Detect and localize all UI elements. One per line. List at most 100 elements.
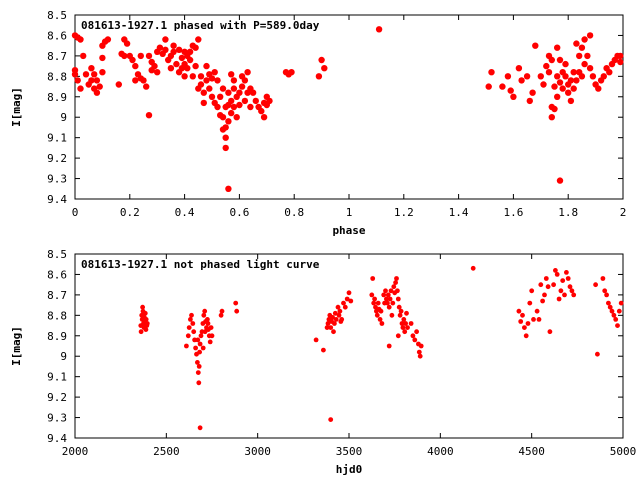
unphased-point-123 bbox=[418, 343, 424, 349]
unphased-point-136 bbox=[534, 308, 540, 314]
unphased-point-167 bbox=[616, 308, 622, 314]
unphased-point-127 bbox=[516, 308, 522, 314]
unphased-point-46 bbox=[200, 345, 206, 351]
unphased-point-155 bbox=[571, 292, 577, 298]
unphased-plot-frame bbox=[74, 253, 624, 439]
unphased-point-10 bbox=[142, 310, 148, 316]
unphased-point-79 bbox=[371, 300, 377, 306]
phased-point-135 bbox=[507, 87, 514, 94]
phased-point-161 bbox=[562, 60, 569, 68]
unphased-point-125 bbox=[395, 333, 401, 339]
unphased-point-96 bbox=[387, 296, 393, 302]
unphased-point-84 bbox=[375, 300, 381, 306]
phased-point-113 bbox=[266, 97, 273, 105]
unphased-point-18 bbox=[188, 317, 193, 322]
phased-point-142 bbox=[532, 42, 539, 49]
unphased-tick-marks bbox=[74, 253, 624, 439]
phased-point-175 bbox=[581, 60, 588, 68]
phased-point-34 bbox=[145, 52, 153, 60]
phased-point-35 bbox=[145, 112, 153, 119]
phased-point-65 bbox=[154, 48, 161, 55]
phased-point-143 bbox=[537, 73, 544, 80]
phased-point-56 bbox=[195, 36, 202, 43]
phased-point-32 bbox=[140, 77, 147, 84]
unphased-point-164 bbox=[611, 312, 617, 318]
phased-point-91 bbox=[230, 85, 238, 92]
phased-point-55 bbox=[192, 44, 199, 51]
phased-point-152 bbox=[551, 105, 558, 113]
unphased-xtick-label-5: 4500 bbox=[518, 445, 545, 458]
unphased-point-49 bbox=[218, 312, 224, 318]
unphased-point-163 bbox=[609, 308, 615, 314]
phased-point-85 bbox=[222, 134, 229, 141]
unphased-point-71 bbox=[341, 300, 346, 306]
unphased-data-points bbox=[138, 265, 624, 431]
unphased-point-104 bbox=[395, 288, 400, 294]
unphased-point-41 bbox=[207, 339, 213, 345]
phased-point-132 bbox=[488, 69, 495, 76]
unphased-point-135 bbox=[531, 317, 536, 322]
unphased-point-56 bbox=[325, 321, 331, 326]
unphased-point-107 bbox=[397, 312, 403, 318]
phased-x-axis-label: phase bbox=[332, 224, 365, 237]
unphased-point-95 bbox=[386, 304, 392, 310]
unphased-point-15 bbox=[184, 343, 189, 349]
unphased-point-102 bbox=[393, 280, 398, 285]
phased-plot-frame bbox=[74, 14, 624, 200]
phased-ytick-label-2: 8.7 bbox=[47, 50, 67, 63]
phased-point-60 bbox=[178, 54, 186, 62]
unphased-point-14 bbox=[144, 321, 150, 326]
unphased-point-89 bbox=[381, 292, 387, 298]
phased-point-177 bbox=[586, 32, 594, 39]
unphased-point-67 bbox=[336, 312, 342, 318]
unphased-point-148 bbox=[558, 288, 564, 294]
unphased-point-140 bbox=[542, 292, 547, 298]
unphased-point-35 bbox=[202, 308, 208, 314]
phased-point-173 bbox=[578, 44, 586, 51]
phased-ytick-label-8: 9.3 bbox=[47, 173, 67, 186]
unphased-point-50 bbox=[219, 308, 225, 314]
unphased-xtick-label-3: 3500 bbox=[336, 445, 363, 458]
unphased-point-26 bbox=[195, 370, 201, 375]
unphased-point-30 bbox=[197, 341, 203, 347]
phased-point-2 bbox=[77, 36, 84, 43]
unphased-point-117 bbox=[410, 333, 416, 339]
unphased-point-42 bbox=[208, 325, 214, 330]
unphased-point-34 bbox=[201, 312, 207, 318]
phased-y-tick-labels: 8.5 8.6 8.7 8.8 8.9 9 9.1 9.2 9.3 9.4 bbox=[47, 9, 67, 206]
unphased-point-113 bbox=[403, 321, 408, 326]
phased-point-5 bbox=[74, 77, 81, 84]
unphased-point-70 bbox=[339, 317, 345, 322]
phased-point-64 bbox=[162, 36, 169, 43]
phased-point-88 bbox=[225, 118, 232, 125]
unphased-point-48 bbox=[205, 321, 211, 326]
unphased-x-axis-label: hjd0 bbox=[336, 463, 363, 476]
phased-point-154 bbox=[554, 93, 561, 101]
phased-chart-title: 081613-1927.1 phased with P=589.0day bbox=[81, 19, 320, 32]
unphased-point-137 bbox=[536, 317, 542, 322]
unphased-point-151 bbox=[564, 270, 569, 275]
unphased-point-161 bbox=[606, 300, 611, 306]
phased-point-167 bbox=[570, 85, 577, 92]
phased-xtick-label-8: 1.6 bbox=[503, 206, 523, 219]
unphased-point-141 bbox=[543, 276, 549, 281]
unphased-point-143 bbox=[547, 329, 553, 335]
phased-point-76 bbox=[211, 69, 218, 76]
phased-point-105 bbox=[249, 89, 257, 96]
phased-point-51 bbox=[186, 48, 194, 55]
unphased-point-110 bbox=[400, 325, 406, 330]
phased-point-144 bbox=[540, 81, 547, 88]
phased-point-63 bbox=[167, 65, 175, 72]
phased-ytick-label-0: 8.5 bbox=[47, 9, 67, 22]
phased-point-157 bbox=[556, 56, 564, 64]
unphased-point-91 bbox=[383, 288, 388, 294]
phased-point-54 bbox=[189, 73, 196, 80]
unphased-point-98 bbox=[389, 312, 395, 318]
unphased-point-47 bbox=[202, 329, 208, 335]
unphased-point-62 bbox=[331, 329, 336, 335]
phased-point-156 bbox=[556, 79, 564, 86]
unphased-point-11 bbox=[143, 327, 149, 332]
phased-point-128 bbox=[318, 56, 325, 64]
unphased-point-109 bbox=[399, 321, 405, 326]
